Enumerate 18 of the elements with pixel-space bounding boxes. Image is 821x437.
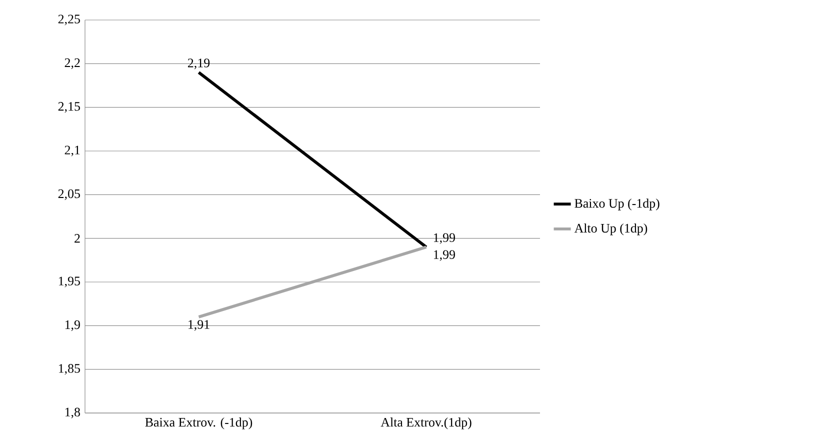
legend-label: Baixo Up (-1dp) [574, 198, 660, 210]
data-label: 1,99 [434, 250, 455, 261]
y-tick-label: 2,25 [58, 14, 80, 26]
data-label: 2,19 [188, 58, 210, 70]
legend-label: Alto Up (1dp) [574, 223, 648, 236]
x-tick-label: Baixa Extrov. (-1dp) [145, 418, 252, 430]
y-tick-label: 1,85 [58, 364, 80, 375]
y-tick-label: 2,1 [64, 146, 80, 156]
y-tick-label: 2,05 [58, 189, 80, 200]
x-tick-label: Alta Extrov.(1dp) [380, 418, 472, 430]
y-tick-label: 2,15 [58, 102, 80, 113]
data-label: 1,91 [188, 320, 210, 331]
y-tick-label: 1,95 [58, 276, 80, 288]
y-tick-label: 2 [74, 234, 80, 243]
y-tick-label: 1,8 [65, 408, 80, 418]
data-label: 1,99 [434, 233, 455, 244]
y-tick-label: 2,2 [64, 58, 80, 69]
y-tick-label: 1,9 [65, 320, 80, 331]
